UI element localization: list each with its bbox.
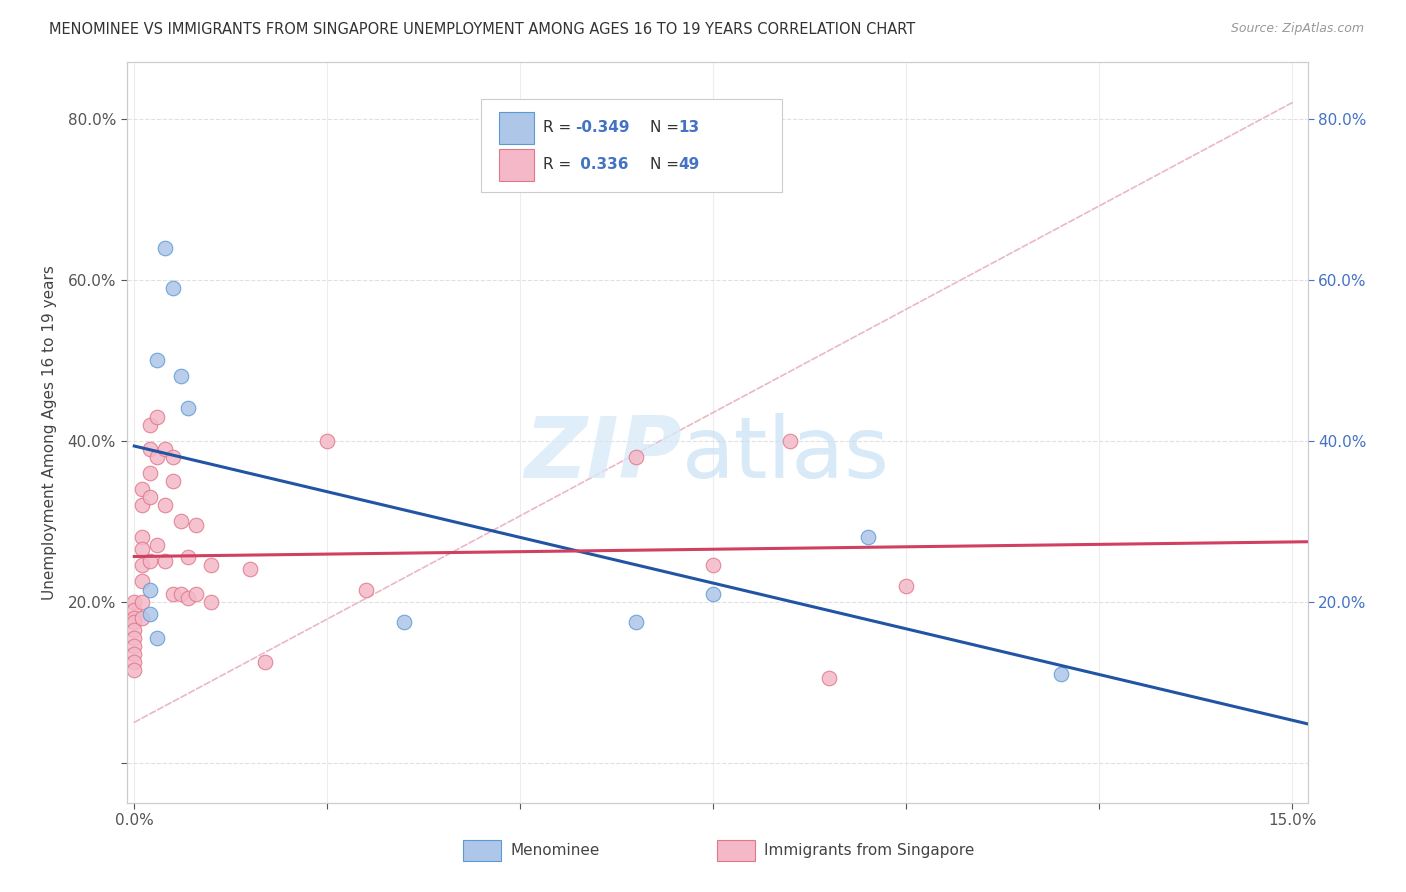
Point (138, 417, 160, 432)
Text: 13: 13 (678, 120, 699, 136)
Point (146, 538, 169, 552)
Point (122, 602, 145, 616)
Point (162, 281, 184, 295)
Point (138, 466, 160, 480)
Text: 49: 49 (678, 158, 699, 172)
Point (153, 498, 176, 512)
Point (184, 518, 207, 533)
Point (624, 615, 647, 629)
Text: N =: N = (650, 158, 683, 172)
Point (184, 586, 207, 600)
Point (122, 623, 145, 637)
Point (779, 434, 801, 448)
Point (146, 631, 169, 645)
Point (122, 615, 145, 629)
Point (200, 558, 222, 573)
FancyBboxPatch shape (717, 840, 755, 861)
Point (177, 550, 200, 565)
Text: -0.349: -0.349 (575, 120, 630, 136)
FancyBboxPatch shape (499, 149, 534, 181)
Text: R =: R = (544, 120, 576, 136)
Point (702, 586, 724, 600)
Point (254, 655, 277, 669)
Point (177, 401, 200, 416)
Text: N =: N = (650, 120, 683, 136)
Point (162, 586, 184, 600)
Y-axis label: Unemployment Among Ages 16 to 19 years: Unemployment Among Ages 16 to 19 years (42, 265, 56, 600)
Point (122, 639, 145, 653)
Point (138, 442, 160, 456)
Point (131, 610, 153, 624)
Point (138, 490, 160, 504)
Point (131, 574, 153, 589)
Text: Menominee: Menominee (510, 843, 600, 858)
Point (122, 610, 145, 624)
Point (624, 450, 647, 464)
Text: Immigrants from Singapore: Immigrants from Singapore (765, 843, 974, 858)
Text: MENOMINEE VS IMMIGRANTS FROM SINGAPORE UNEMPLOYMENT AMONG AGES 16 TO 19 YEARS CO: MENOMINEE VS IMMIGRANTS FROM SINGAPORE U… (49, 22, 915, 37)
Point (162, 450, 184, 464)
Text: ZIP: ZIP (524, 413, 682, 496)
Point (1049, 667, 1071, 681)
Point (131, 542, 153, 557)
Point (702, 558, 724, 573)
Point (856, 530, 879, 544)
Point (138, 582, 160, 597)
Point (162, 474, 184, 488)
Point (131, 530, 153, 544)
Point (131, 594, 153, 608)
Point (153, 442, 176, 456)
Point (177, 591, 200, 605)
Point (896, 578, 918, 592)
Point (316, 434, 339, 448)
Point (131, 558, 153, 573)
Point (394, 615, 416, 629)
Point (153, 554, 176, 568)
Point (146, 353, 169, 368)
Point (122, 631, 145, 645)
FancyBboxPatch shape (481, 99, 782, 192)
Point (138, 607, 160, 621)
Point (131, 498, 153, 512)
Point (122, 594, 145, 608)
Point (200, 594, 222, 608)
Point (138, 554, 160, 568)
Point (169, 369, 191, 384)
Point (818, 671, 841, 685)
Point (122, 647, 145, 661)
Point (131, 482, 153, 496)
FancyBboxPatch shape (499, 112, 534, 144)
Point (239, 562, 262, 576)
Point (146, 450, 169, 464)
Point (153, 240, 176, 254)
Text: 0.336: 0.336 (575, 158, 628, 172)
Point (354, 582, 377, 597)
FancyBboxPatch shape (463, 840, 501, 861)
Text: R =: R = (544, 158, 576, 172)
Point (146, 409, 169, 424)
Point (122, 655, 145, 669)
Text: atlas: atlas (682, 413, 890, 496)
Point (169, 514, 191, 528)
Point (169, 586, 191, 600)
Point (122, 663, 145, 677)
Text: Source: ZipAtlas.com: Source: ZipAtlas.com (1230, 22, 1364, 36)
